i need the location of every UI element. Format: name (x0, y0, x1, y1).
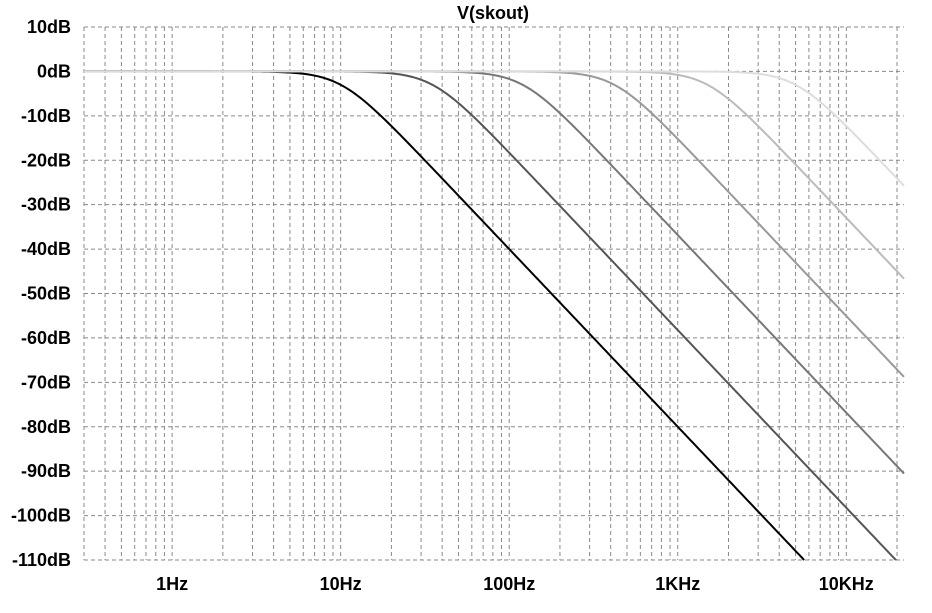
series-line-2 (84, 70, 897, 561)
x-tick-label: 100Hz (483, 574, 535, 594)
y-tick-label: 10dB (27, 17, 71, 37)
x-tick-label: 1KHz (655, 574, 700, 594)
x-tick-label: 10Hz (320, 574, 362, 594)
y-tick-label: -70dB (21, 372, 71, 392)
y-tick-label: -100dB (11, 506, 71, 526)
y-tick-label: -20dB (21, 150, 71, 170)
y-tick-label: 0dB (37, 61, 71, 81)
series-line-4 (84, 70, 905, 378)
y-tick-label: -80dB (21, 417, 71, 437)
y-axis-ticks: 10dB 0dB -10dB -20dB -30dB -40dB -50dB -60dB -70… (11, 17, 71, 570)
x-axis-ticks: 1Hz 10Hz 100Hz 1KHz 10KHz (156, 574, 874, 594)
chart-title: V(skout) (457, 3, 529, 23)
series-group (84, 70, 905, 561)
y-tick-label: -50dB (21, 284, 71, 304)
y-tick-label: -10dB (21, 106, 71, 126)
series-line-6 (84, 70, 905, 187)
y-tick-label: -30dB (21, 195, 71, 215)
y-tick-label: -60dB (21, 328, 71, 348)
series-line-3 (84, 70, 905, 475)
y-tick-label: -40dB (21, 239, 71, 259)
y-tick-label: -110dB (12, 550, 71, 570)
series-line-1 (84, 70, 805, 561)
grid (83, 26, 904, 561)
x-tick-label: 10KHz (819, 574, 874, 594)
y-tick-label: -90dB (21, 461, 71, 481)
x-tick-label: 1Hz (156, 574, 188, 594)
